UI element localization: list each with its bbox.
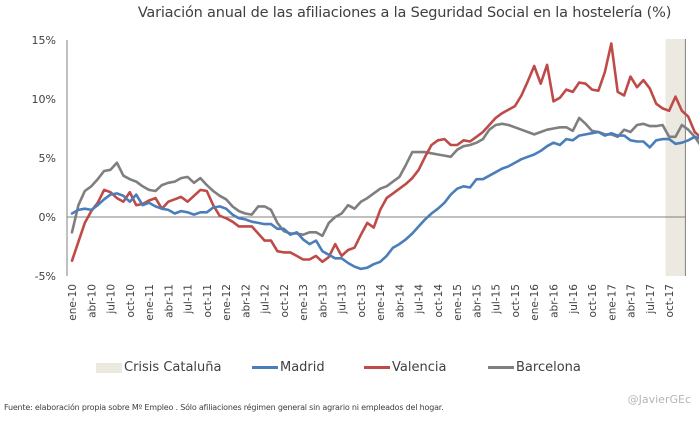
x-tick-label: ene-10 [67,284,79,321]
legend-label: Barcelona [516,360,581,375]
legend-swatch-line [364,366,390,369]
x-tick-label: abr-10 [86,284,98,318]
y-tick-label: 0% [39,211,56,224]
x-tick-label: jul-15 [491,284,503,315]
x-tick-label: abr-16 [549,284,561,318]
legend-swatch-band [96,362,122,373]
chart-title: Variación anual de las afiliaciones a la… [137,5,672,21]
x-tick-label: jul-17 [645,284,657,315]
y-tick-labels: -5% 0% 5% 10% 15% [32,34,56,283]
x-tick-label: ene-11 [144,284,156,321]
x-tick-label: oct-12 [279,284,291,317]
x-tick-label: jul-11 [183,284,195,315]
x-tick-label: abr-15 [471,284,483,318]
x-tick-label: jul-12 [260,284,272,315]
y-tick-label: 15% [32,34,56,47]
legend-item-crisis-cataluna[interactable]: Crisis Cataluña [96,360,222,375]
x-tick-label: jul-10 [106,284,118,315]
x-tick-label: abr-14 [394,284,406,318]
series-layer [70,42,699,271]
shaded-region-crisis-cataluna [665,39,686,276]
x-tick-label: jul-16 [568,284,580,315]
x-tick-label: oct-17 [664,284,676,317]
legend-label: Crisis Cataluña [124,360,222,375]
x-tick-label: ene-16 [529,284,541,321]
x-tick-label: ene-17 [606,284,618,321]
author-handle: @JavierGEc [627,393,691,406]
x-tick-label: ene-14 [375,284,387,321]
x-tick-label: ene-12 [221,284,233,321]
line-chart: -5%0%5%10%15% ene-10 abr-10 jul-10 oct-10 en… [32,34,699,321]
series-line-barcelona[interactable] [70,116,699,238]
x-tick-label: jul-13 [337,284,349,315]
legend-item-valencia[interactable]: Valencia [364,360,446,375]
x-tick-label: oct-11 [202,284,214,317]
x-tick-label: abr-17 [626,284,638,318]
series-line-valencia[interactable] [70,42,699,264]
legend: Crisis Cataluña Madrid Valencia Barcelon… [0,360,699,380]
legend-swatch-line [488,366,514,369]
legend-label: Madrid [280,360,325,375]
legend-item-madrid[interactable]: Madrid [252,360,325,375]
x-tick-label: abr-13 [317,284,329,318]
x-tick-label: ene-13 [298,284,310,321]
series-line-madrid[interactable] [70,130,699,271]
x-tick-label: oct-14 [433,284,445,318]
legend-label: Valencia [392,360,447,375]
x-tick-label: jul-14 [414,284,426,315]
x-tick-label: oct-10 [125,284,137,317]
x-tick-label: abr-11 [163,284,175,318]
x-tick-label: oct-13 [356,284,368,317]
x-tick-label: abr-12 [240,284,252,318]
shaded-region-layer [665,39,686,276]
y-tick-label: 5% [39,152,56,165]
x-tick-label: ene-15 [452,284,464,321]
x-tick-label: oct-16 [587,284,599,318]
source-note: Fuente: elaboración propia sobre Mº Empl… [4,403,444,412]
y-tick-label: -5% [35,270,56,283]
y-tick-label: 10% [32,93,56,106]
x-tick-label: oct-15 [510,284,522,317]
legend-item-barcelona[interactable]: Barcelona [488,360,581,375]
x-tick-labels: ene-10 abr-10 jul-10 oct-10 ene-11 abr-11 jul-… [67,284,676,321]
legend-swatch-line [252,366,278,369]
